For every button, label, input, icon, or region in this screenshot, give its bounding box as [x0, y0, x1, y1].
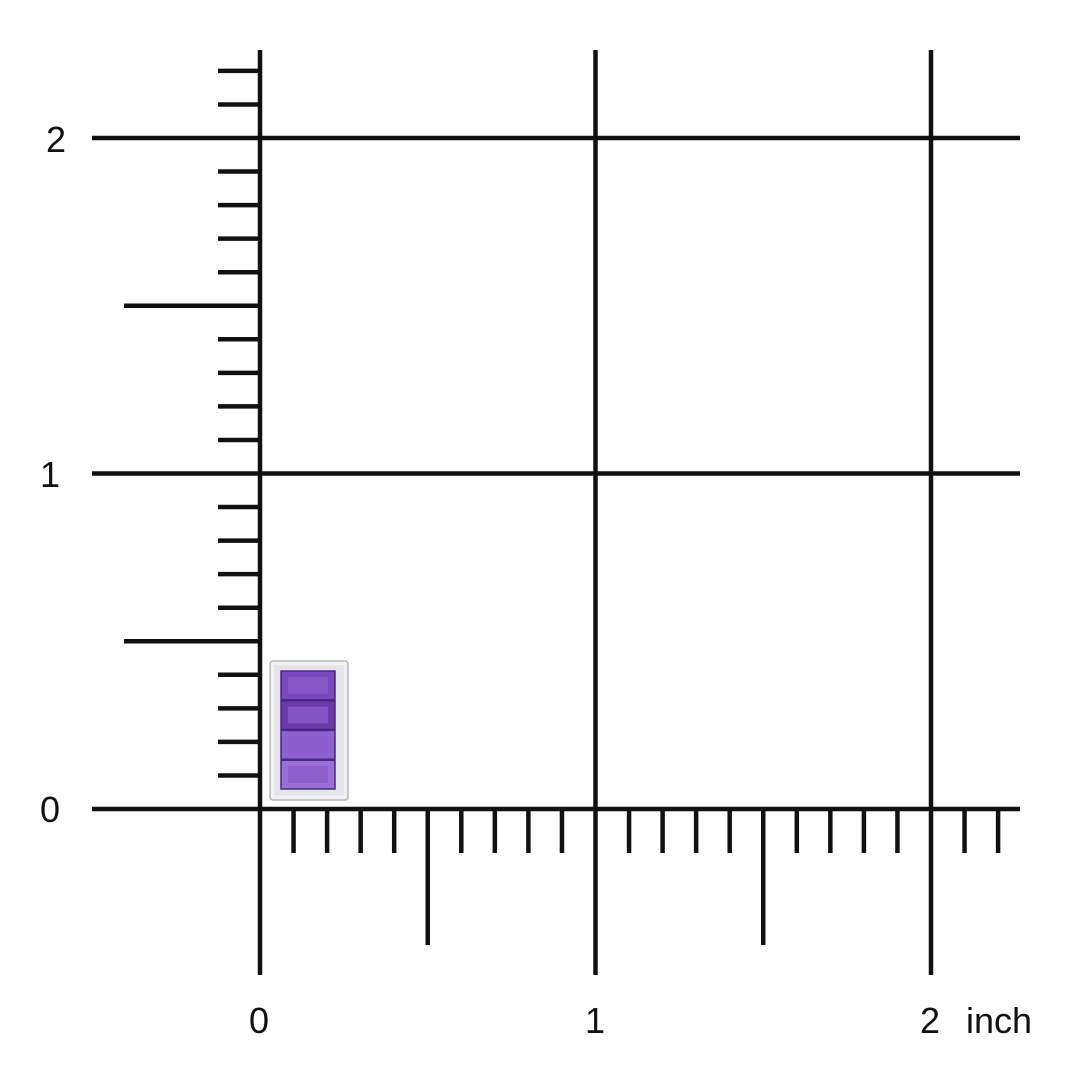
- x-label-1: 1: [585, 1000, 606, 1041]
- x-label-2: 2: [920, 1000, 941, 1041]
- gem-facet: [288, 736, 328, 754]
- gem-facet: [288, 766, 328, 783]
- y-label-0: 0: [40, 789, 61, 830]
- y-label-2: 2: [46, 119, 67, 160]
- y-label-1: 1: [40, 454, 61, 495]
- gem-facet: [288, 706, 328, 724]
- x-unit-label: inch: [966, 1000, 1033, 1041]
- x-label-0: 0: [249, 1000, 270, 1041]
- gem-facet: [288, 677, 328, 694]
